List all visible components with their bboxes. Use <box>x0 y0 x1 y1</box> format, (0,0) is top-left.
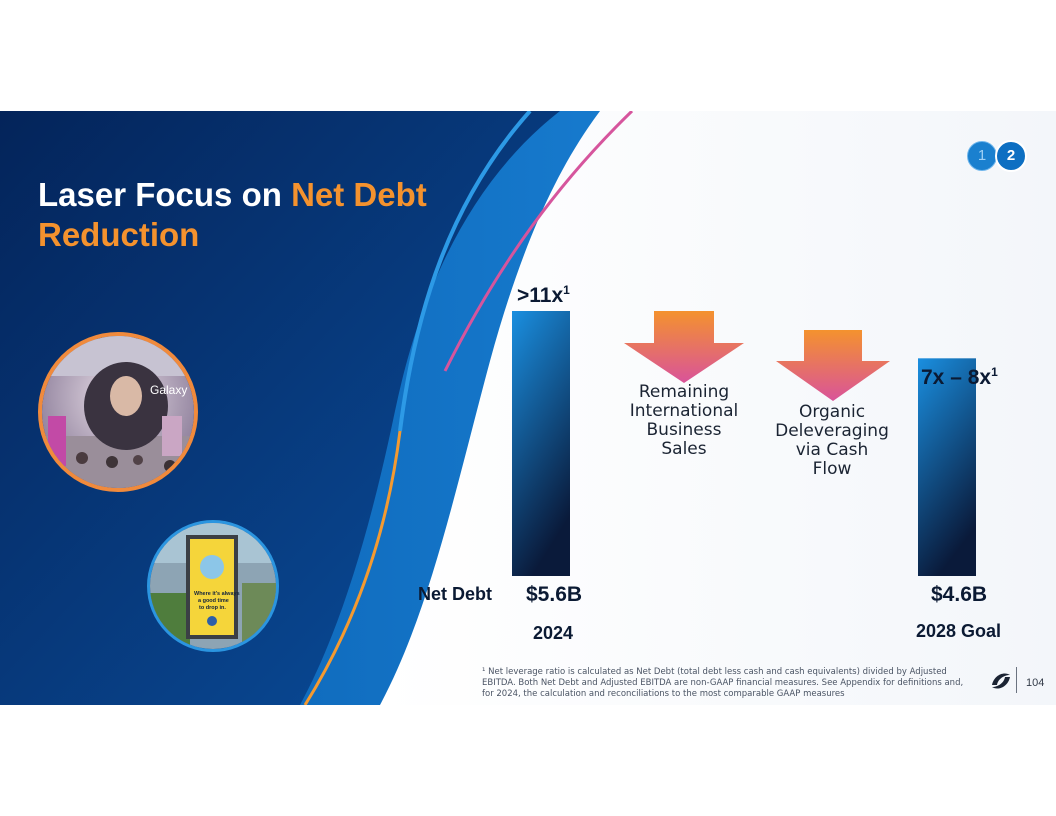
step1-line: Business Sales <box>646 420 722 459</box>
pager-step-1[interactable]: 1 <box>967 141 997 171</box>
step2-line: via Cash <box>795 440 869 460</box>
title-accent-text: Net Debt Reduction <box>38 176 427 253</box>
leverage-label-2028: 7x – 8x1 <box>921 365 998 389</box>
step2-line: Deleveraging <box>775 421 889 441</box>
footnote: ¹ Net leverage ratio is calculated as Ne… <box>482 667 964 699</box>
category-label-2024: 2024 <box>533 623 574 643</box>
down-arrow-2-icon <box>776 330 890 401</box>
galaxy-sign-text: Galaxy <box>150 383 187 397</box>
page-title: Laser Focus on Net Debt Reduction <box>38 175 438 255</box>
net-debt-chart <box>512 311 976 576</box>
step1-line: International <box>629 401 739 421</box>
ad-text-line-2: a good time <box>198 598 229 604</box>
ad-text-line-1: Where it's always <box>194 591 240 597</box>
page-number: 104 <box>1026 677 1045 689</box>
company-logo-icon <box>992 673 1010 689</box>
value-label-2024: $5.6B <box>526 583 583 606</box>
net-debt-row-label: Net Debt <box>418 584 493 604</box>
title-text: Laser Focus on <box>38 176 292 213</box>
step1-line: Remaining <box>638 382 730 402</box>
step-organic-deleveraging: Organic Deleveraging via Cash Flow <box>770 403 894 479</box>
down-arrow-1-icon <box>624 311 744 383</box>
footer-divider <box>1016 667 1017 693</box>
leverage-label-2024: >11x1 <box>517 283 570 307</box>
ad-text-line-3: to drop in. <box>199 605 226 611</box>
section-pager: 1 2 <box>965 140 1029 172</box>
slide: Laser Focus on Net Debt Reduction 1 2 Ga… <box>0 111 1056 705</box>
step2-line: Organic <box>798 402 866 422</box>
bar-2028-goal <box>918 358 976 576</box>
step2-line: Flow <box>812 459 852 479</box>
bar-2024 <box>512 311 570 576</box>
category-label-2028: 2028 Goal <box>916 621 1002 641</box>
step-international-sales: Remaining International Business Sales <box>622 383 746 459</box>
pager-step-2[interactable]: 2 <box>995 140 1027 172</box>
value-label-2028: $4.6B <box>931 583 988 606</box>
